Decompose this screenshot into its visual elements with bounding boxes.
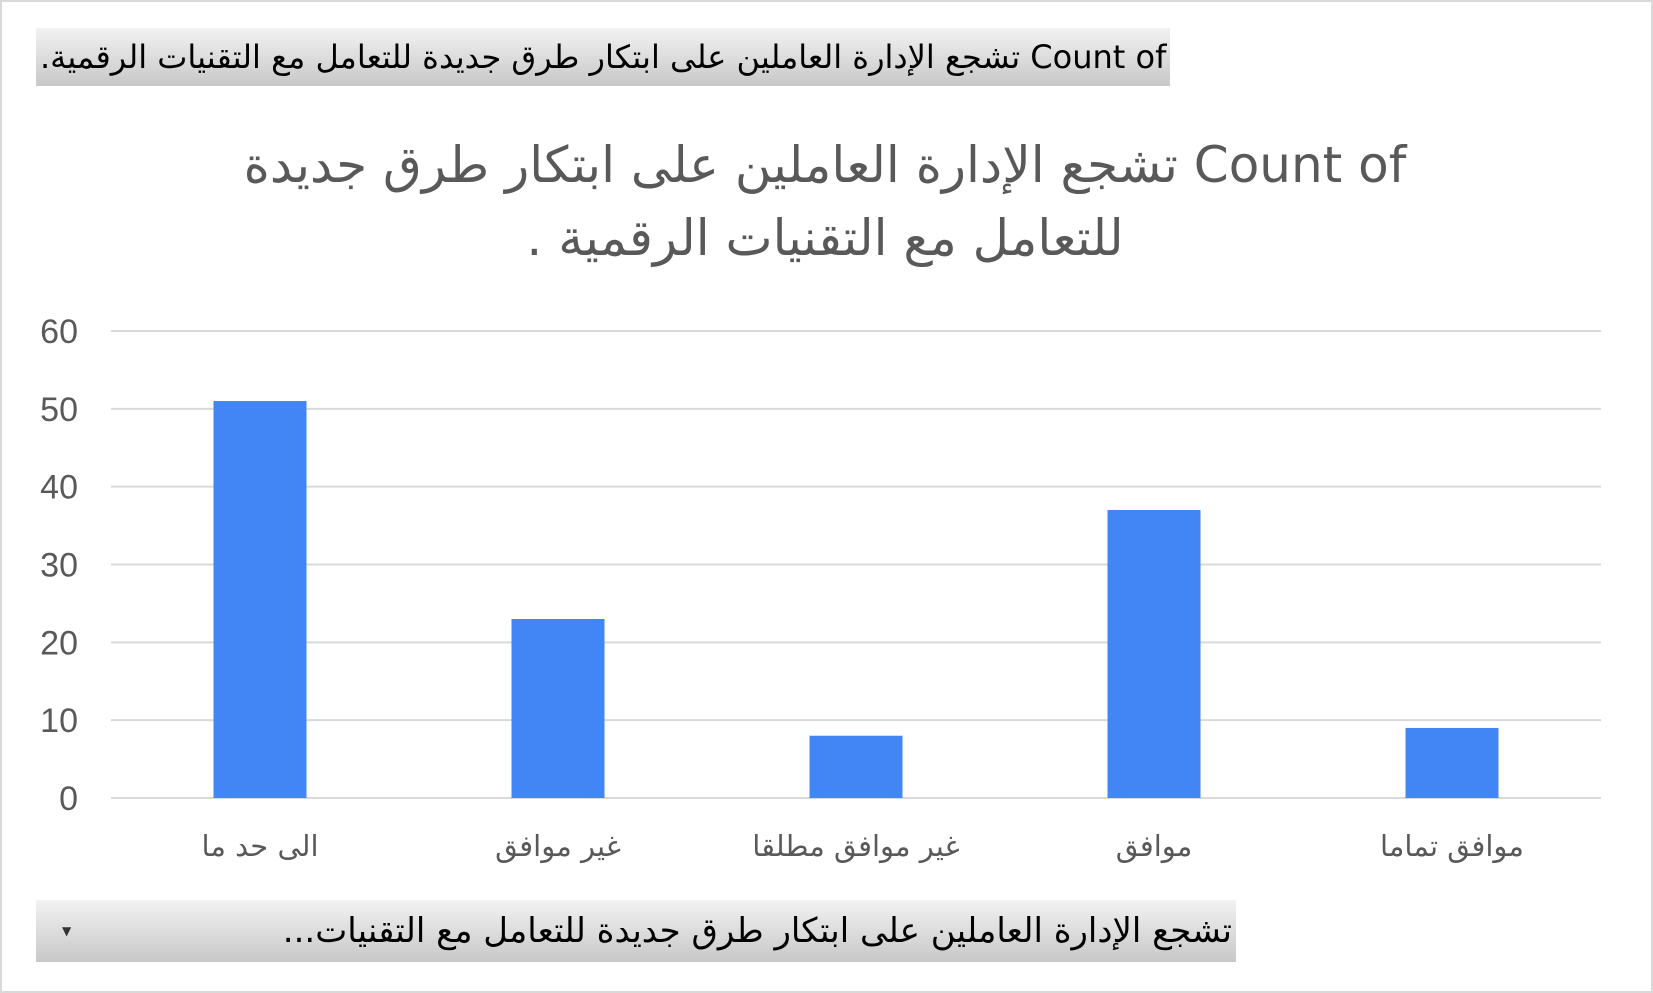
bars — [213, 401, 1499, 798]
y-tick-label: 30 — [40, 547, 78, 585]
pivot-value-field-button[interactable]: Count of تشجع الإدارة العاملين على ابتكا… — [36, 28, 1171, 86]
bar — [1107, 510, 1201, 798]
x-tick-label: غير موافق مطلقا — [752, 829, 959, 863]
value-field-label: Count of تشجع الإدارة العاملين على ابتكا… — [40, 38, 1167, 76]
bar — [511, 618, 605, 798]
x-axis-ticks: الى حد ما غير موافق غير موافق مطلقا موافق مو… — [201, 829, 1523, 863]
y-tick-label: 50 — [40, 391, 78, 429]
chart-title-line-2: للتعامل مع التقنيات الرقمية . — [526, 209, 1123, 268]
y-tick-label: 10 — [40, 702, 78, 740]
bar — [1405, 727, 1499, 798]
bar — [213, 401, 307, 798]
pivot-axis-field-button[interactable]: تشجع الإدارة العاملين على ابتكار طرق جدي… — [36, 900, 1236, 962]
y-tick-label: 40 — [40, 469, 78, 507]
axis-field-label: تشجع الإدارة العاملين على ابتكار طرق جدي… — [282, 911, 1232, 951]
bar — [809, 735, 903, 798]
x-tick-label: الى حد ما — [201, 829, 318, 863]
x-tick-label: موافق تماما — [1380, 829, 1524, 863]
y-tick-label: 20 — [40, 624, 78, 662]
x-tick-label: غير موافق — [495, 829, 621, 863]
y-tick-label: 60 — [40, 313, 78, 351]
y-axis-ticks: 0 10 20 30 40 50 60 — [40, 313, 78, 818]
chart-title-line-1: Count of تشجع الإدارة العاملين على ابتكا… — [244, 136, 1408, 195]
dropdown-arrow-icon[interactable]: ▼ — [62, 924, 72, 938]
gridlines — [111, 330, 1601, 799]
y-tick-label: 0 — [59, 780, 78, 818]
x-tick-label: موافق — [1116, 829, 1193, 863]
